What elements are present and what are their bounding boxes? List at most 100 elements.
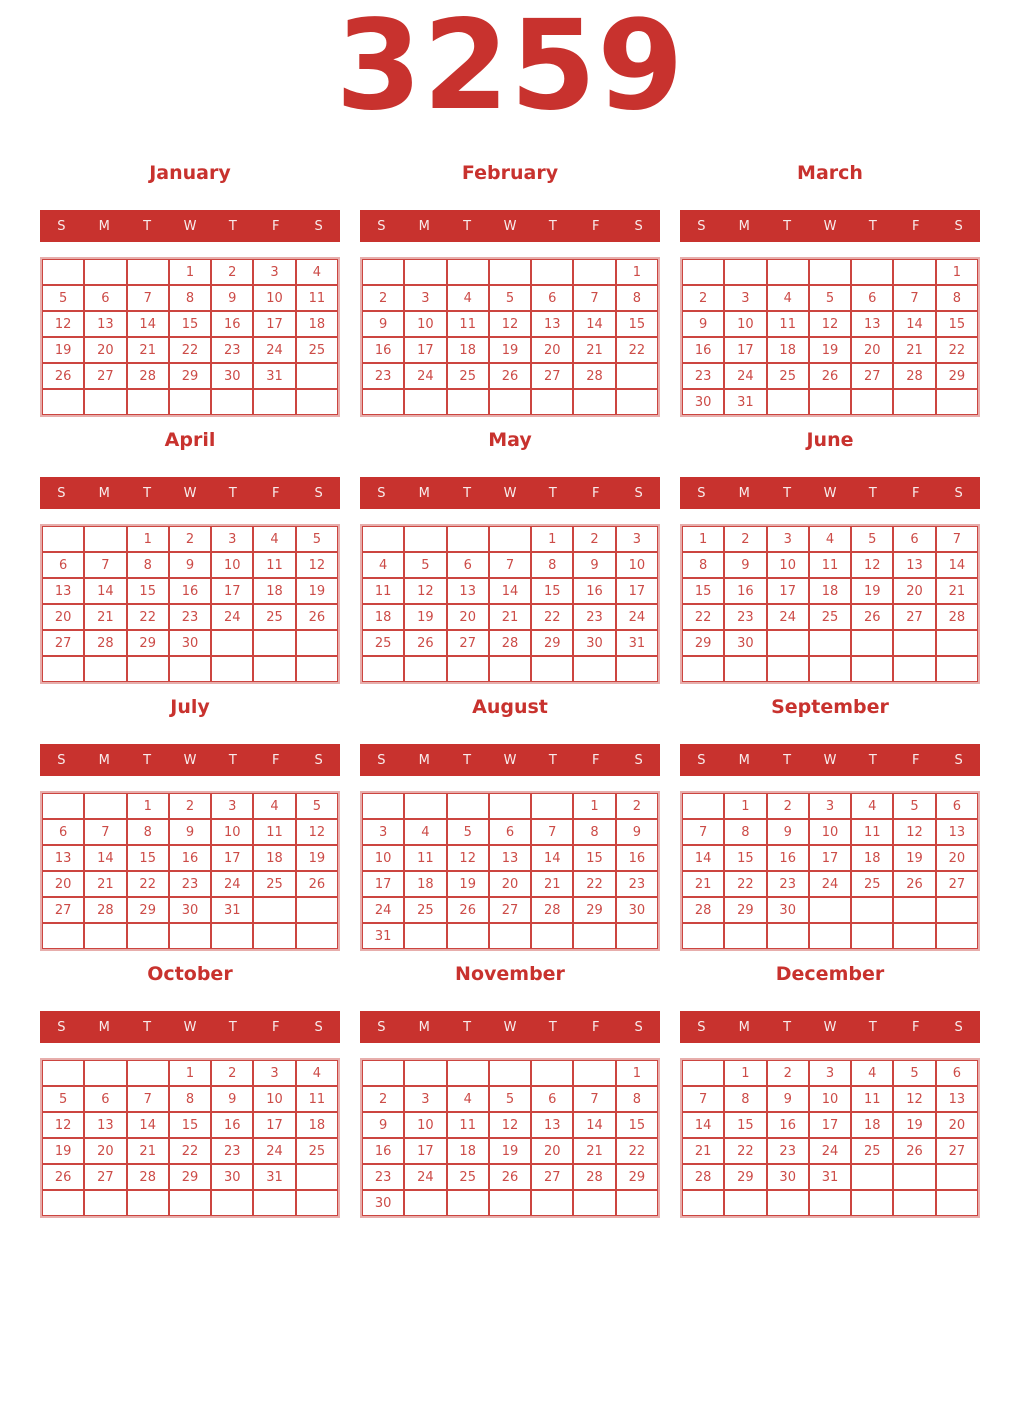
day-cell: 2: [362, 1086, 405, 1112]
day-cell: 11: [404, 845, 447, 871]
day-cell: 2: [766, 793, 809, 819]
day-cell: 26: [295, 604, 338, 630]
day-cell: 30: [211, 1164, 254, 1190]
week-row: [682, 1190, 978, 1216]
weekday-label: F: [591, 485, 600, 501]
empty-day-cell: [808, 897, 852, 923]
day-cell: 10: [808, 1086, 852, 1112]
empty-day-cell: [126, 1190, 169, 1216]
empty-day-cell: [42, 1190, 85, 1216]
weekday-label: T: [783, 752, 792, 768]
weekday-label: T: [228, 485, 237, 501]
weekday-label: T: [868, 752, 877, 768]
empty-day-cell: [488, 526, 532, 552]
day-cell: 28: [573, 1164, 616, 1190]
day-cell: 8: [573, 819, 616, 845]
day-cell: 29: [168, 363, 212, 389]
day-cell: 9: [211, 1086, 254, 1112]
day-cell: 5: [295, 793, 338, 819]
day-cell: 11: [808, 552, 852, 578]
day-cell: 3: [724, 285, 767, 311]
day-cell: 17: [615, 578, 658, 604]
day-cell: 30: [615, 897, 658, 923]
week-row: 9 10 11 12 13 14 15: [362, 311, 658, 337]
day-cell: 7: [573, 1086, 616, 1112]
month-title: July: [170, 696, 210, 718]
day-cell: 29: [682, 630, 725, 656]
day-cell: 11: [295, 1086, 338, 1112]
day-cell: 5: [808, 285, 852, 311]
empty-day-cell: [935, 1190, 978, 1216]
day-cell: 21: [573, 1138, 616, 1164]
weekday-label: S: [314, 218, 323, 234]
day-cell: 7: [531, 819, 574, 845]
empty-day-cell: [362, 259, 405, 285]
day-cell: 11: [362, 578, 405, 604]
empty-day-cell: [42, 1060, 85, 1086]
day-cell: 24: [724, 363, 767, 389]
day-cell: 5: [893, 1060, 936, 1086]
empty-day-cell: [682, 1060, 725, 1086]
day-cell: 29: [724, 1164, 767, 1190]
day-cell: 20: [84, 1138, 127, 1164]
day-cell: 26: [446, 897, 489, 923]
weekday-label: S: [377, 218, 386, 234]
day-cell: 19: [488, 1138, 532, 1164]
day-cell: 10: [404, 311, 447, 337]
day-cell: 27: [531, 363, 574, 389]
day-cell: 31: [808, 1164, 852, 1190]
empty-day-cell: [446, 389, 489, 415]
week-row: 22 23 24 25 26 27 28: [682, 604, 978, 630]
weekday-label: M: [738, 752, 750, 768]
day-cell: 12: [851, 552, 894, 578]
day-cell: 13: [42, 578, 85, 604]
day-cell: 29: [615, 1164, 658, 1190]
weekday-label: M: [738, 485, 750, 501]
day-cell: 10: [724, 311, 767, 337]
empty-day-cell: [766, 923, 809, 949]
weekday-label: W: [183, 485, 197, 501]
week-row: 23 24 25 26 27 28 29: [682, 363, 978, 389]
day-cell: 9: [766, 1086, 809, 1112]
weekday-label: S: [57, 752, 66, 768]
day-cell: 27: [84, 1164, 127, 1190]
day-cell: 4: [851, 793, 894, 819]
day-cell: 24: [615, 604, 658, 630]
weekday-label: T: [868, 1019, 877, 1035]
day-cell: 15: [126, 578, 169, 604]
weekday-label: M: [418, 1019, 430, 1035]
empty-day-cell: [404, 793, 447, 819]
empty-day-cell: [404, 259, 447, 285]
day-cell: 6: [42, 819, 85, 845]
day-cell: 20: [851, 337, 894, 363]
day-cell: 1: [724, 1060, 767, 1086]
empty-day-cell: [446, 259, 489, 285]
day-cell: 6: [488, 819, 532, 845]
week-row: 26 27 28 29 30 31: [42, 1164, 338, 1190]
day-cell: 25: [446, 363, 489, 389]
day-cell: 19: [42, 337, 85, 363]
day-cell: 29: [168, 1164, 212, 1190]
week-row: [682, 923, 978, 949]
empty-day-cell: [488, 1190, 532, 1216]
day-cell: 9: [168, 819, 212, 845]
weekday-label: S: [954, 1019, 963, 1035]
empty-day-cell: [573, 923, 616, 949]
day-cell: 28: [573, 363, 616, 389]
day-cell: 7: [84, 552, 127, 578]
week-row: 9 10 11 12 13 14 15: [682, 311, 978, 337]
day-cell: 12: [404, 578, 447, 604]
empty-day-cell: [808, 923, 852, 949]
week-row: 6 7 8 9 10 11 12: [42, 552, 338, 578]
empty-day-cell: [488, 389, 532, 415]
empty-day-cell: [573, 389, 616, 415]
month-grid: 1 2 3 4 5 6 7 8 9 10 11 12 13 14 15 16 17 18 19 20 21 22 23 24 2…: [40, 524, 340, 684]
day-cell: 15: [615, 311, 658, 337]
weekday-label: T: [463, 485, 472, 501]
day-cell: 21: [682, 1138, 725, 1164]
week-row: 18 19 20 21 22 23 24: [362, 604, 658, 630]
week-row: [42, 923, 338, 949]
day-cell: 15: [615, 1112, 658, 1138]
